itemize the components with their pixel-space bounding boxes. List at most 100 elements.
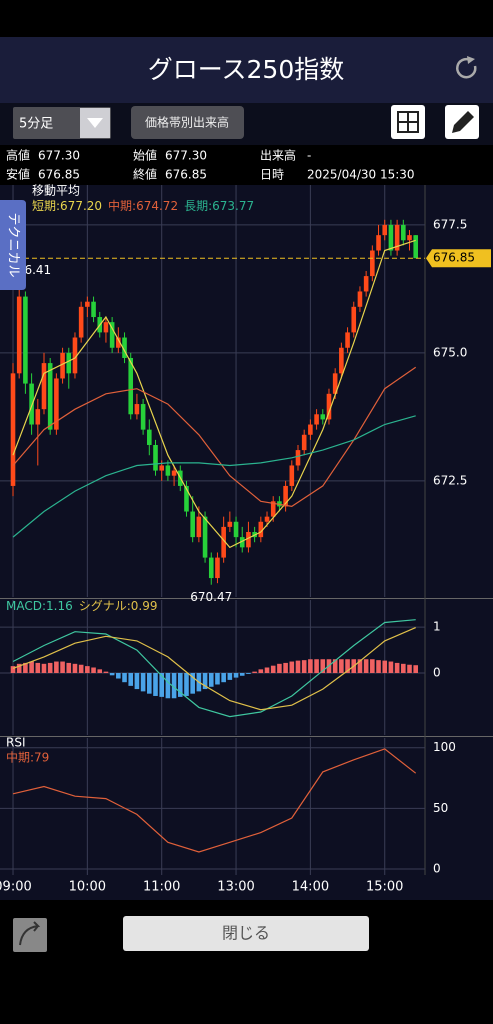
candle-body (29, 383, 34, 425)
interval-label: 5分足 (19, 117, 53, 132)
candle-body (190, 511, 195, 538)
technical-tab-label: テクニカル (6, 212, 21, 277)
histogram-bar (47, 662, 53, 674)
volume-profile-button[interactable] (131, 106, 244, 139)
legend-entry: MACD:1.16 (6, 599, 73, 613)
histogram-bar (215, 673, 220, 685)
candle-body (116, 337, 121, 348)
histogram-bar (165, 673, 171, 699)
volume-profile-label: 価格帯別出来高 (145, 115, 229, 130)
candle-body (363, 276, 369, 292)
histogram-bar (277, 663, 282, 674)
histogram-bar (227, 673, 233, 680)
candle-body (382, 224, 388, 236)
info-label: 終値 (133, 167, 157, 182)
layout-button[interactable] (391, 105, 425, 139)
x-tick-label: 10:00 (69, 880, 106, 895)
candle-body (165, 465, 171, 476)
technical-tab[interactable] (0, 200, 26, 290)
histogram-bar (233, 673, 239, 678)
histogram-bar (202, 673, 208, 690)
candle-body (413, 235, 419, 259)
info-value: 676.85 (38, 168, 80, 182)
candle-body (78, 306, 84, 338)
candle-body (320, 414, 326, 420)
histogram-bar (357, 659, 363, 674)
panel-title: RSI (6, 736, 26, 750)
candle-body (215, 557, 220, 579)
histogram-bar (54, 661, 59, 674)
histogram-bar (116, 673, 121, 679)
candle-body (41, 363, 47, 410)
x-tick-label: 13:00 (217, 880, 254, 895)
candle-body (289, 465, 295, 486)
histogram-bar (41, 663, 47, 674)
histogram-bar (239, 673, 245, 676)
candle-body (140, 404, 146, 430)
histogram-bar (401, 663, 406, 674)
histogram-bar (370, 659, 375, 674)
y-tick-label: 1 (433, 620, 441, 634)
histogram-bar (221, 673, 226, 683)
candle-body (72, 337, 78, 374)
candle-body (401, 224, 406, 241)
candle-body (388, 224, 394, 251)
info-label: 出来高 (260, 148, 296, 163)
candle-body (394, 224, 400, 251)
histogram-bar (60, 661, 65, 674)
candle-body (147, 429, 152, 445)
histogram-bar (258, 669, 264, 674)
candle-body (326, 393, 332, 420)
histogram-bar (97, 669, 103, 674)
histogram-bar (332, 659, 338, 674)
draw-button[interactable] (445, 105, 479, 139)
histogram-bar (78, 664, 84, 674)
candle-body (258, 521, 264, 538)
histogram-bar (177, 673, 183, 697)
candle-body (345, 332, 350, 348)
candle-body (208, 557, 214, 579)
x-tick-label: 11:00 (143, 880, 180, 895)
extreme-label: 670.47 (190, 590, 232, 604)
refresh-button[interactable] (456, 56, 477, 79)
candle-body (308, 424, 313, 435)
legend-entry: 短期:677.20 (32, 199, 102, 213)
y-tick-label: 675.0 (433, 345, 467, 359)
histogram-bar (252, 671, 257, 674)
rotate-button[interactable] (13, 918, 47, 952)
histogram-bar (35, 662, 41, 674)
candle-body (295, 450, 301, 466)
histogram-bar (382, 660, 388, 674)
legend-entry: 中期:79 (6, 750, 49, 765)
histogram-bar (85, 666, 90, 674)
candle-body (351, 306, 357, 333)
legend-entry: シグナル:0.99 (79, 599, 158, 613)
legend-entry: 中期:674.72 (108, 198, 178, 213)
candle-body (159, 465, 164, 471)
candle-body (23, 296, 28, 384)
histogram-bar (295, 660, 301, 674)
y-tick-label: 672.5 (433, 473, 467, 487)
candle-body (196, 516, 202, 538)
indicator-line (12, 415, 416, 538)
candle-body (283, 485, 288, 507)
histogram-bar (171, 673, 177, 699)
info-value: 677.30 (38, 149, 80, 163)
candle-body (35, 409, 41, 425)
legend-title: 移動平均 (32, 184, 80, 198)
candle-body (47, 363, 53, 430)
histogram-bar (16, 663, 22, 674)
header-title: グロース250指数 (148, 55, 344, 84)
legend-entry: 長期:673.77 (184, 199, 254, 213)
y-tick-label: 0 (433, 666, 441, 680)
close-button[interactable] (123, 916, 369, 951)
histogram-bar (140, 673, 146, 692)
candle-body (339, 347, 344, 374)
chart-area (0, 185, 493, 875)
histogram-bar (345, 659, 350, 674)
candle-body (357, 291, 363, 307)
candle-body (407, 235, 412, 241)
histogram-bar (72, 663, 78, 674)
info-value: 2025/04/30 15:30 (307, 168, 415, 182)
interval-dropdown[interactable] (13, 107, 111, 139)
